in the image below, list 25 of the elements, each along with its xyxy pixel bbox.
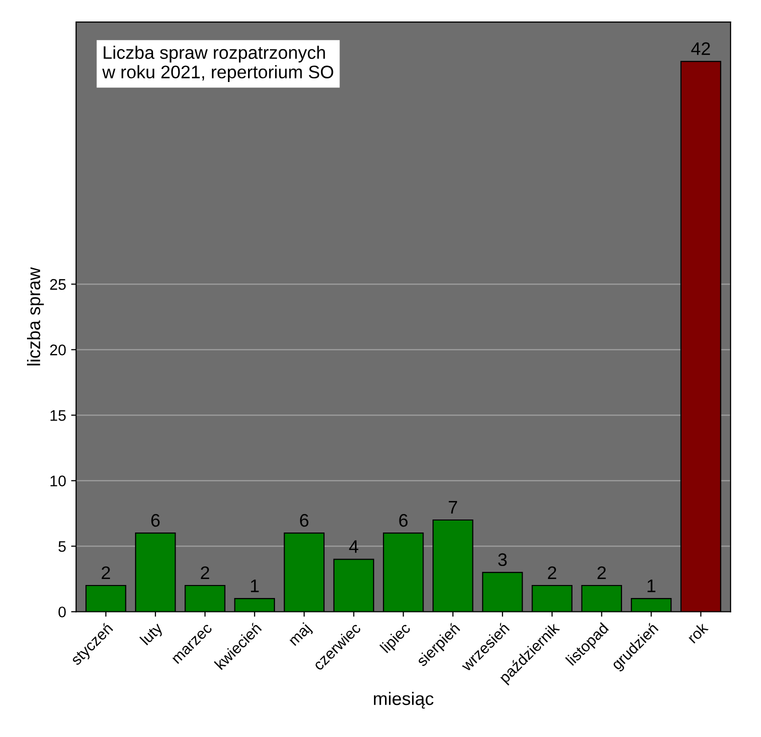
data-label: 2 <box>598 566 606 579</box>
x-tick-label: rok <box>686 621 709 644</box>
y-tick-label: 5 <box>58 541 66 552</box>
y-tick-label: 15 <box>50 410 66 421</box>
data-label: 7 <box>448 501 458 514</box>
data-label: 6 <box>300 514 308 527</box>
y-tick-label: 20 <box>50 344 66 356</box>
y-axis-title: liczba spraw <box>27 267 44 366</box>
data-label: 6 <box>399 514 408 527</box>
data-label: 2 <box>548 566 556 579</box>
y-tick-label: 10 <box>50 476 66 486</box>
data-label: 3 <box>498 553 507 566</box>
x-tick-label: maj <box>287 622 314 648</box>
data-label: 2 <box>200 566 210 579</box>
data-label: 4 <box>349 540 358 553</box>
data-label: 42 <box>691 42 710 55</box>
x-axis-title: miesiąc <box>374 692 434 709</box>
data-label: 6 <box>151 514 160 527</box>
data-label: 1 <box>648 580 656 592</box>
x-tick-label: luty <box>139 621 166 648</box>
data-label: 1 <box>250 580 259 592</box>
data-label: 2 <box>102 566 110 579</box>
y-tick-label: 25 <box>50 279 66 290</box>
y-tick-label: 0 <box>58 606 66 618</box>
text: Liczba spraw rozpatrzonych w roku 2021, repertorium SO <box>102 46 334 82</box>
